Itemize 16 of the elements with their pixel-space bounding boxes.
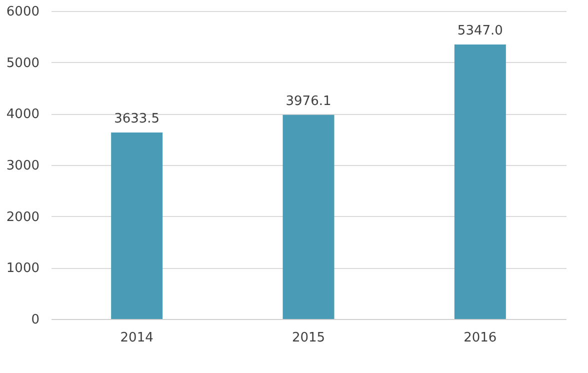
bar (111, 132, 163, 319)
data-label: 5347.0 (457, 24, 503, 39)
data-label: 3633.5 (114, 111, 160, 126)
x-tick-label: 2016 (464, 330, 497, 346)
x-tick-label: 2015 (292, 330, 326, 346)
bar (454, 44, 506, 319)
y-tick-label: 2000 (6, 210, 40, 225)
y-tick-label: 6000 (6, 4, 40, 20)
y-tick-label: 0 (31, 312, 40, 328)
y-tick-label: 4000 (6, 107, 40, 122)
x-tick-label: 2014 (120, 330, 154, 346)
y-tick-label: 3000 (6, 158, 40, 174)
bar (282, 114, 334, 319)
y-tick-label: 5000 (6, 56, 40, 71)
y-tick-label: 1000 (6, 261, 40, 276)
data-label: 3976.1 (286, 94, 332, 109)
